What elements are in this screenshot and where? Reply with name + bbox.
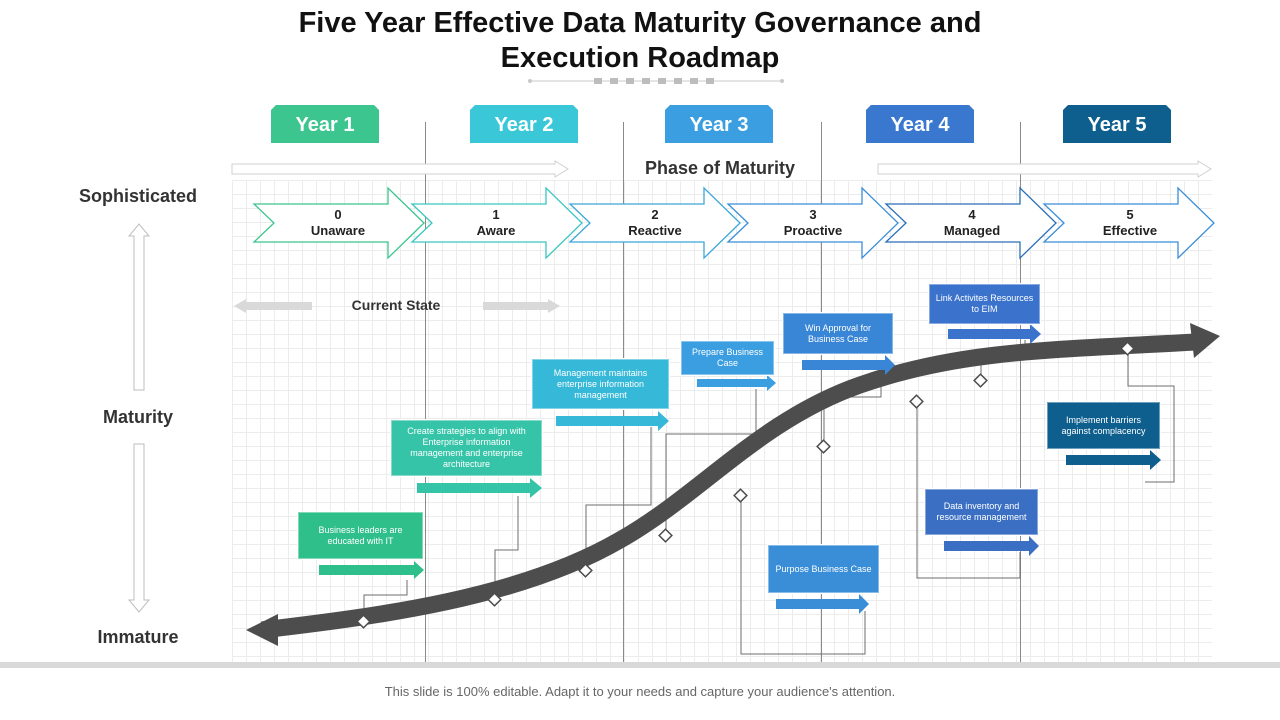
milestone-text: Implement barriers against complacency	[1061, 414, 1146, 436]
milestone-box-create-strategies: Create strategies to align with Enterpri…	[390, 419, 543, 477]
stage-number: 5	[1126, 207, 1134, 222]
stage-name: Managed	[943, 223, 1001, 238]
year-divider-line	[425, 122, 426, 662]
stage-number: 4	[968, 207, 976, 222]
stage-number: 1	[492, 207, 500, 222]
title-divider	[528, 78, 784, 84]
phase-arrow-left	[231, 160, 569, 178]
stage-name: Proactive	[783, 223, 843, 238]
milestone-text: Management maintains enterprise informat…	[553, 367, 648, 400]
stage-name: Reactive	[628, 223, 682, 238]
footer-text: This slide is 100% editable. Adapt it to…	[384, 684, 896, 699]
current-state-label: Current State	[351, 297, 441, 313]
slide-title: Five Year Effective Data Maturity Govern…	[298, 7, 982, 74]
milestone-text: Prepare Business Case	[691, 347, 764, 368]
milestone-text: Win Approval for Business Case	[804, 322, 872, 344]
milestone-box-data-inventory: Data inventory and resource management	[924, 488, 1039, 536]
stage-3: 3 Proactive	[753, 207, 873, 239]
milestone-text: Data inventory and resource management	[936, 501, 1027, 522]
milestone-box-implement-barriers: Implement barriers against complacency	[1046, 401, 1161, 450]
milestone-text: Purpose Business Case	[775, 563, 872, 574]
milestone-text: Link Activites Resources to EIM	[935, 293, 1034, 314]
phase-of-maturity-label: Phase of Maturity	[644, 158, 796, 178]
axis-label-sophisticated: Sophisticated	[78, 186, 198, 206]
milestone-box-business-leaders: Business leaders are educated with IT	[297, 511, 424, 560]
stage-1: 1 Aware	[436, 207, 556, 239]
stage-number: 0	[334, 207, 342, 222]
stage-name: Aware	[476, 223, 516, 238]
phase-arrow-right	[877, 160, 1212, 178]
axis-label-immature: Immature	[97, 627, 179, 647]
year-5-tab: Year 5	[1063, 105, 1171, 143]
stage-number: 3	[809, 207, 817, 222]
year-divider-line	[1020, 122, 1021, 662]
milestone-text: Create strategies to align with Enterpri…	[407, 426, 526, 469]
axis-label-maturity: Maturity	[102, 407, 173, 427]
year-3-tab: Year 3	[665, 105, 773, 143]
axis-arrow-up	[127, 223, 151, 391]
milestone-box-purpose-business-case: Purpose Business Case	[767, 544, 880, 594]
milestone-box-link-activites: Link Activites Resources to EIM	[928, 283, 1041, 325]
stage-name: Unaware	[310, 223, 366, 238]
milestone-box-win-approval: Win Approval for Business Case	[782, 312, 894, 355]
axis-arrow-down	[127, 443, 151, 613]
year-2-tab: Year 2	[470, 105, 578, 143]
milestone-box-management-maintains: Management maintains enterprise informat…	[531, 358, 670, 410]
year-1-tab: Year 1	[271, 105, 379, 143]
stage-0: 0 Unaware	[278, 207, 398, 239]
stage-4: 4 Managed	[912, 207, 1032, 239]
milestone-text: Business leaders are educated with IT	[318, 524, 403, 546]
stage-2: 2 Reactive	[595, 207, 715, 239]
footer-divider	[0, 662, 1280, 668]
stage-name: Effective	[1102, 223, 1158, 238]
milestone-box-prepare-business-case: Prepare Business Case	[680, 340, 775, 376]
stage-5: 5 Effective	[1070, 207, 1190, 239]
stage-number: 2	[651, 207, 659, 222]
year-4-tab: Year 4	[866, 105, 974, 143]
